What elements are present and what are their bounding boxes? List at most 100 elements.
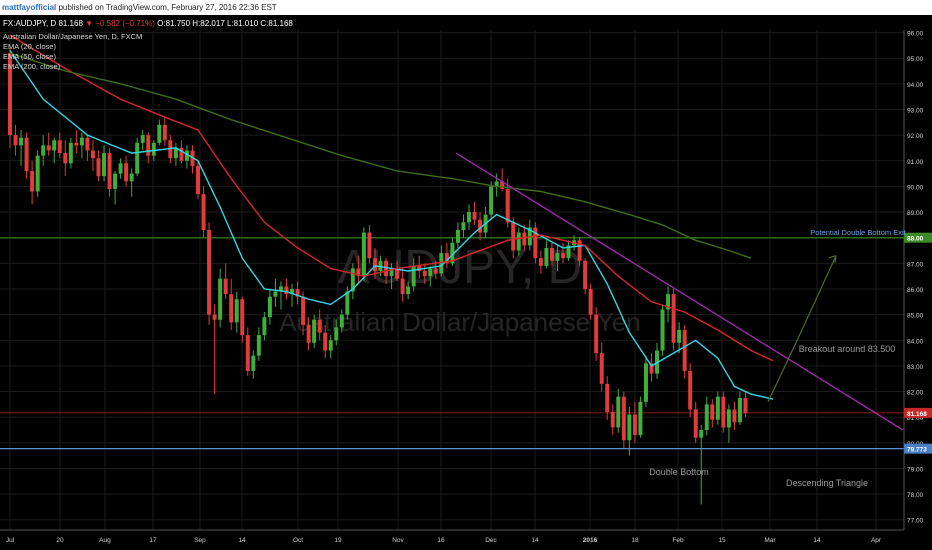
candle-body xyxy=(90,150,95,159)
candle-body xyxy=(240,299,245,336)
price-tick-label: 85.00 xyxy=(907,313,924,320)
candle xyxy=(461,214,466,238)
price-tick-label: 92.00 xyxy=(907,133,924,140)
candle-body xyxy=(262,317,267,336)
candle xyxy=(533,222,538,264)
price-tick-label: 81.00 xyxy=(907,415,924,422)
candle xyxy=(389,263,394,289)
candle xyxy=(688,363,693,418)
candle xyxy=(710,399,715,428)
candle-body xyxy=(715,396,720,420)
legend-ema20[interactable]: EMA (20, close) xyxy=(3,42,56,51)
author-link[interactable]: mattfayofficial xyxy=(2,3,57,12)
candle-body xyxy=(74,142,79,146)
candle xyxy=(306,317,311,351)
candle xyxy=(107,147,112,197)
candle-body xyxy=(732,409,737,423)
candle-body xyxy=(24,137,29,172)
candle-body xyxy=(406,286,411,295)
price-chart[interactable]: AUDJPY, D Australian Dollar/Japanese Yen… xyxy=(0,15,932,550)
candle-body xyxy=(196,165,201,195)
candle-body xyxy=(417,265,422,272)
candle-body xyxy=(290,288,295,295)
candle-body xyxy=(234,299,239,323)
candle xyxy=(157,119,162,146)
candle xyxy=(207,222,212,325)
price-tick-label: 84.00 xyxy=(907,338,924,345)
descending-trendline xyxy=(455,152,904,431)
candle xyxy=(566,240,571,261)
candle xyxy=(8,47,12,148)
candle xyxy=(361,227,366,282)
annotation-triangle: Descending Triangle xyxy=(786,478,868,488)
candle-body xyxy=(107,153,112,189)
candle xyxy=(96,150,101,182)
publish-info: published on TradingView.com, February 2… xyxy=(58,3,277,12)
price-tick-label: 93.00 xyxy=(907,107,924,114)
candle-body xyxy=(68,142,73,164)
candle xyxy=(682,324,687,379)
candle-body xyxy=(35,155,40,192)
time-tick-label: 19 xyxy=(334,537,342,544)
candle-body xyxy=(151,142,156,156)
candle-body xyxy=(682,330,687,372)
candle-body xyxy=(41,145,46,156)
price-tick-label: 89.00 xyxy=(907,210,924,217)
ema-lines xyxy=(9,34,774,400)
candle-body xyxy=(140,135,145,143)
candle-body xyxy=(301,296,306,325)
candle-body xyxy=(295,288,300,297)
candle xyxy=(549,242,554,266)
candle-body xyxy=(699,430,704,438)
candle xyxy=(699,424,704,505)
candle-body xyxy=(605,383,610,413)
candle-body xyxy=(223,278,228,295)
candle xyxy=(743,391,748,417)
candle xyxy=(367,224,372,264)
candle-body xyxy=(660,309,665,351)
candle-body xyxy=(621,396,626,441)
candle-body xyxy=(444,253,449,264)
legend-title[interactable]: Australian Dollar/Japanese Yen, D, FXCM xyxy=(3,32,143,41)
candle-body xyxy=(422,271,427,277)
candle-body xyxy=(212,314,217,320)
candle xyxy=(621,391,626,448)
candle xyxy=(561,242,565,264)
candle xyxy=(444,242,449,269)
candle xyxy=(229,278,234,330)
time-tick-label: 15 xyxy=(718,537,726,544)
candle xyxy=(273,278,278,307)
drawings xyxy=(455,152,904,431)
candle-body xyxy=(284,286,289,295)
candle xyxy=(721,391,726,433)
candle xyxy=(594,306,599,361)
legend-ema50[interactable]: EMA (50, close) xyxy=(3,52,56,61)
legend-ema200[interactable]: EMA (200, close) xyxy=(3,62,61,71)
time-axis: Jul 20 Aug 17 Sep 14 Oct 19 Nov 16 Dec 14 2016 18 Feb 1… xyxy=(0,529,904,544)
candle-body xyxy=(317,319,322,333)
ticker-high: H:82.017 xyxy=(192,19,225,28)
candle xyxy=(30,160,35,205)
ticker-symbol: FX:AUDJPY, D xyxy=(3,19,57,28)
ticker-change: −0.582 (−0.71%) xyxy=(95,19,155,28)
price-tick-label: 91.00 xyxy=(907,159,924,166)
ticker-line: FX:AUDJPY, D 81.168 ▼ −0.582 (−0.71%) O:… xyxy=(3,19,293,28)
price-tick-label: 79.00 xyxy=(907,466,924,473)
candle-body xyxy=(79,137,84,146)
candle-body xyxy=(455,230,460,243)
candle-body xyxy=(146,135,151,156)
candle-body xyxy=(19,137,24,146)
candle xyxy=(616,388,621,433)
candle-body xyxy=(632,414,637,436)
candle xyxy=(411,258,416,292)
time-tick-label: 2016 xyxy=(583,537,598,544)
candle xyxy=(262,312,267,341)
price-tick-label: 86.00 xyxy=(907,287,924,294)
candle-body xyxy=(85,137,90,151)
candle xyxy=(57,132,62,159)
candle xyxy=(201,186,206,238)
candle-body xyxy=(201,194,206,230)
candle-body xyxy=(179,147,184,161)
candle xyxy=(102,145,107,182)
candle xyxy=(693,401,698,443)
